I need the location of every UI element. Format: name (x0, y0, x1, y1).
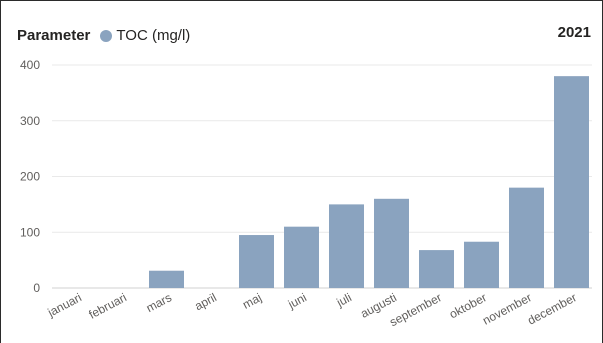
bar-juli[interactable] (329, 204, 364, 288)
x-tick-label: februari (86, 290, 128, 321)
bar-juni[interactable] (284, 226, 319, 288)
card-border-top (0, 0, 603, 1)
x-tick-label: juli (333, 290, 353, 310)
bar-december[interactable] (554, 76, 589, 289)
y-tick-label: 300 (20, 114, 40, 128)
y-tick-label: 200 (20, 170, 40, 184)
x-tick-label: juni (285, 290, 309, 312)
x-tick-label: januari (45, 290, 84, 320)
bar-november[interactable] (509, 187, 544, 288)
bar-mars[interactable] (149, 270, 184, 288)
legend: Parameter TOC (mg/l) (17, 27, 190, 44)
bar-oktober[interactable] (464, 241, 499, 288)
bar-augusti[interactable] (374, 198, 409, 288)
y-tick-label: 400 (20, 58, 40, 72)
year-label: 2021 (557, 24, 591, 41)
y-tick-label: 100 (20, 225, 40, 239)
x-tick-label: november (480, 290, 534, 327)
legend-series-label[interactable]: TOC (mg/l) (116, 27, 191, 44)
x-tick-label: maj (240, 290, 264, 311)
legend-title: Parameter (17, 27, 91, 44)
x-tick-label: mars (144, 290, 174, 315)
bar-september[interactable] (419, 250, 454, 288)
legend-marker (100, 29, 113, 42)
x-tick-label: april (192, 290, 219, 313)
x-tick-label: september (387, 290, 444, 329)
x-tick-label: december (525, 290, 579, 327)
bar-maj[interactable] (239, 235, 274, 288)
y-tick-label: 0 (33, 281, 40, 295)
card-border-left (0, 0, 1, 343)
